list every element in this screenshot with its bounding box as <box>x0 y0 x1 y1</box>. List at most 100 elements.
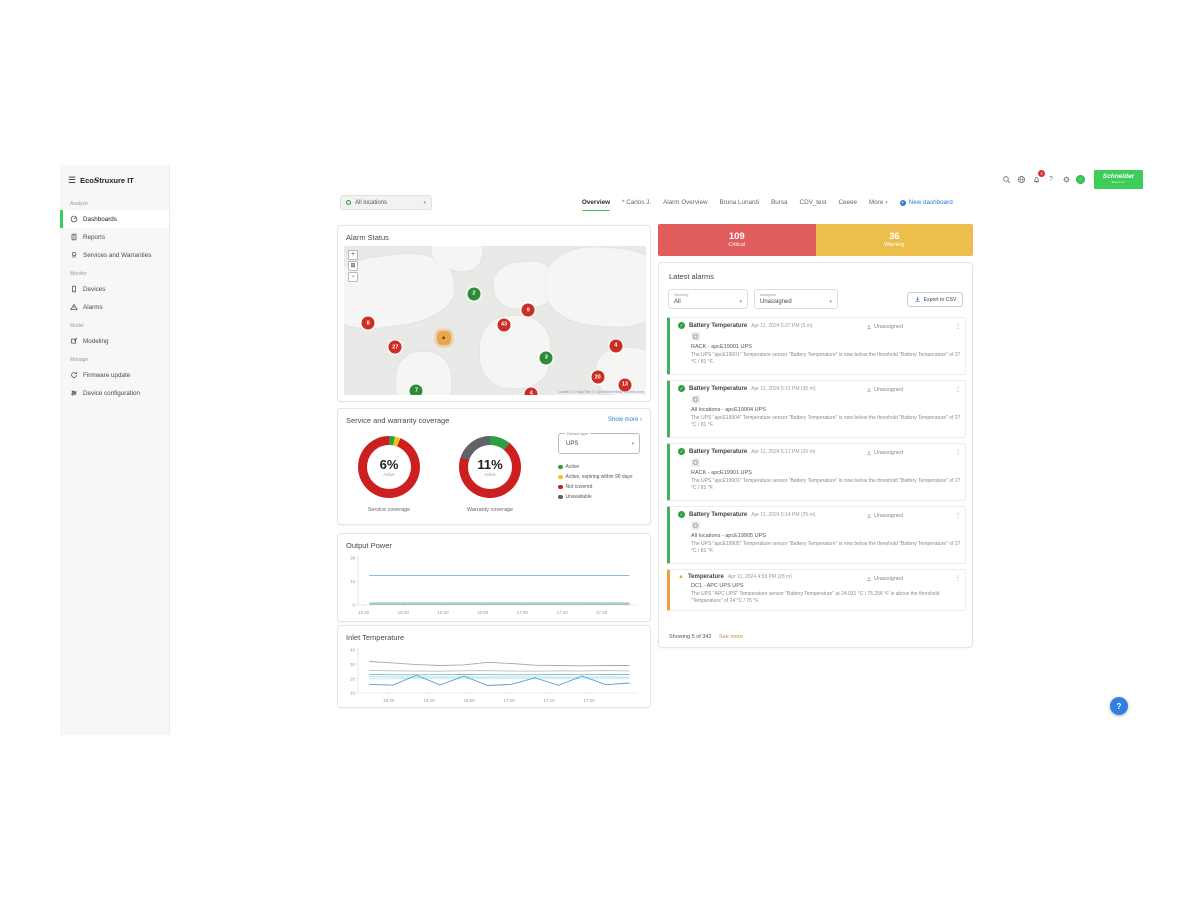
alarm-message: The UPS "APC UPS" Temperature sensor "Ba… <box>691 591 940 605</box>
svg-text:2k: 2k <box>350 556 356 561</box>
tab-overview[interactable]: Overview <box>582 199 611 211</box>
user-avatar[interactable] <box>1076 174 1085 184</box>
map-cluster-marker[interactable]: 7 <box>409 384 423 395</box>
map-warning-marker[interactable]: ▲ <box>436 331 451 346</box>
legend-dot <box>558 494 563 500</box>
alarm-entry[interactable]: ✓ Battery Temperature Apr 11, 2024 5:27 … <box>667 317 966 375</box>
severity-filter-select[interactable]: Severity All ▾ <box>668 289 748 309</box>
sidebar-group-model: Model <box>70 323 84 329</box>
new-dashboard-button[interactable]: + New dashboard <box>899 199 953 206</box>
latest-alarms-card: Latest alarms Severity All ▾ Assignee Un… <box>658 262 973 648</box>
critical-count-card[interactable]: 109 Critical <box>658 224 816 256</box>
entry-menu-icon[interactable]: ⋮ <box>955 450 961 456</box>
sidebar-item-dashboards[interactable]: Dashboards <box>60 210 169 228</box>
map-cluster-marker[interactable]: 8 <box>361 316 375 330</box>
svg-text:17:10: 17:10 <box>543 698 555 703</box>
sidebar-item-services-warranties[interactable]: Services and Warranties <box>60 246 169 264</box>
assignee-chip[interactable]: Unassigned <box>866 387 903 393</box>
alarm-triangle-icon <box>70 303 78 311</box>
map-zoom-out-button[interactable]: − <box>348 272 358 282</box>
warning-count-card[interactable]: 36 Warning <box>815 224 973 256</box>
help-fab-button[interactable]: ? <box>1110 697 1128 715</box>
person-icon <box>866 513 872 519</box>
alarm-status-map[interactable]: + ⊞ − Leaflet | © MapTiler © OpenStreetM… <box>344 246 646 395</box>
ok-check-icon: ✓ <box>678 385 685 392</box>
map-attribution: Leaflet | © MapTiler © OpenStreetMap con… <box>558 390 644 394</box>
alarm-entry[interactable]: ▲ Temperature Apr 11, 2024 4:59 PM (28 m… <box>667 569 966 611</box>
tab-carlos-j[interactable]: * Carlos J. <box>622 199 652 206</box>
entry-menu-icon[interactable]: ⋮ <box>955 387 961 393</box>
alarm-entry[interactable]: ✓ Battery Temperature Apr 11, 2024 5:17 … <box>667 443 966 501</box>
sidebar-item-modeling[interactable]: Modeling <box>60 332 169 350</box>
assignee-chip[interactable]: Unassigned <box>866 450 903 456</box>
tab-alarm-overview[interactable]: Alarm Overview <box>663 199 708 206</box>
map-cluster-marker[interactable]: 27 <box>388 340 402 354</box>
map-cluster-marker[interactable]: 13 <box>618 378 632 392</box>
svg-text:17:20: 17:20 <box>583 698 595 703</box>
sidebar-group-analyze: Analyze <box>70 201 88 207</box>
ok-check-icon: ✓ <box>678 511 685 518</box>
map-zoom-in-button[interactable]: + <box>348 250 358 260</box>
alarm-message: The UPS "apcE19905" Temperature sensor "… <box>691 541 961 555</box>
chevron-down-icon: ▾ <box>423 199 426 206</box>
help-icon[interactable]: ? <box>1049 175 1053 183</box>
tab-bruna-lunardi[interactable]: Bruna Lunardi <box>719 199 760 206</box>
map-cluster-marker[interactable]: 43 <box>497 318 511 332</box>
legend-item-not-covered: Not covered <box>558 484 632 490</box>
assignee-chip[interactable]: Unassigned <box>866 576 903 582</box>
map-cluster-marker[interactable]: 20 <box>591 370 605 384</box>
location-pin-icon <box>346 200 351 205</box>
sidebar-header: ☰ EcoStruxure IT <box>60 165 169 194</box>
svg-text:16:50: 16:50 <box>477 610 489 615</box>
alarm-entry[interactable]: ✓ Battery Temperature Apr 11, 2024 5:14 … <box>667 506 966 564</box>
tab-cdv-test[interactable]: CDV_test <box>799 199 827 206</box>
firmware-update-icon <box>70 371 78 379</box>
topbar: 4 ? Schneider Electric <box>1001 169 1143 189</box>
warning-triangle-icon: ▲ <box>678 574 684 580</box>
sidebar-item-device-configuration[interactable]: Device configuration <box>60 384 169 402</box>
notifications-bell-icon[interactable]: 4 <box>1031 170 1045 184</box>
svg-text:0: 0 <box>352 603 355 608</box>
svg-text:30: 30 <box>350 662 356 667</box>
map-cluster-marker[interactable]: 9 <box>521 303 535 317</box>
map-cluster-marker[interactable]: 4 <box>524 387 538 395</box>
search-icon[interactable] <box>1001 174 1011 184</box>
assignee-filter-select[interactable]: Assignee Unassigned ▾ <box>754 289 838 309</box>
show-more-link[interactable]: Show more › <box>607 417 642 423</box>
entry-menu-icon[interactable]: ⋮ <box>955 576 961 582</box>
download-icon <box>914 296 921 303</box>
globe-icon[interactable] <box>1016 174 1026 184</box>
alarm-status-title: Alarm Status <box>346 233 389 242</box>
map-cluster-marker[interactable]: 3 <box>539 351 553 365</box>
map-cluster-marker[interactable]: 2 <box>467 287 481 301</box>
tab-more[interactable]: More ▾ <box>869 199 888 206</box>
assignee-chip[interactable]: Unassigned <box>866 513 903 519</box>
tab-bursa[interactable]: Bursa <box>771 199 788 206</box>
entry-menu-icon[interactable]: ⋮ <box>955 324 961 330</box>
person-icon <box>866 387 872 393</box>
location-selector[interactable]: All locations ▾ <box>340 195 432 210</box>
assignee-chip[interactable]: Unassigned <box>866 324 903 330</box>
device-type-select[interactable]: Device type UPS ▾ <box>558 431 640 454</box>
sidebar-item-alarms[interactable]: Alarms <box>60 298 169 316</box>
settings-gear-icon[interactable] <box>1061 174 1071 184</box>
alarm-device: All locations - apcE19905 UPS <box>691 533 766 539</box>
hamburger-menu-icon[interactable]: ☰ <box>68 175 77 185</box>
map-cluster-marker[interactable]: 4 <box>609 339 623 353</box>
map-fit-bounds-button[interactable]: ⊞ <box>348 261 358 271</box>
alarm-device: DC1 - APC UPS UPS <box>691 583 744 589</box>
tab-ceeee[interactable]: Ceeee <box>838 199 858 206</box>
entry-menu-icon[interactable]: ⋮ <box>955 513 961 519</box>
svg-text:17:00: 17:00 <box>517 610 529 615</box>
sidebar-item-devices[interactable]: Devices <box>60 280 169 298</box>
sidebar-item-firmware-update[interactable]: Firmware update <box>60 366 169 384</box>
person-icon <box>866 576 872 582</box>
chevron-down-icon: ▾ <box>885 200 888 206</box>
sidebar-item-reports[interactable]: Reports <box>60 228 169 246</box>
see-more-link[interactable]: See more <box>719 634 743 640</box>
alarm-entry[interactable]: ✓ Battery Temperature Apr 11, 2024 5:21 … <box>667 380 966 438</box>
alarm-device: All locations - apcE19904 UPS <box>691 407 766 413</box>
alarms-footer: Showing 5 of 342 See more <box>669 634 743 640</box>
export-csv-button[interactable]: Export to CSV <box>907 292 963 307</box>
inlet-temperature-chart: 10 20 30 40 16:30 16:40 16:50 17:00 17:10 17:20 <box>350 648 638 703</box>
